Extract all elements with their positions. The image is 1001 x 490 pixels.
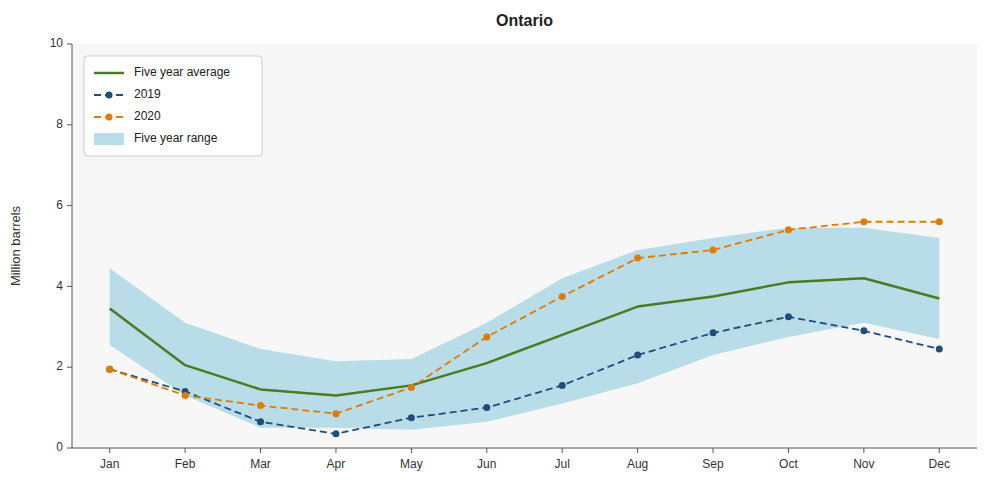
x-axis-line bbox=[72, 448, 977, 449]
chart: 0 2 4 6 8 10 Jan Feb Mar Apr May Jun Jul Aug Sep Oct Nov… bbox=[0, 0, 1001, 490]
series-marker bbox=[936, 346, 943, 353]
y-tick-label: 8 bbox=[56, 117, 63, 131]
x-tick bbox=[260, 448, 261, 453]
y-tick-label: 10 bbox=[50, 36, 64, 50]
y-tick-label: 0 bbox=[56, 440, 63, 454]
range-area bbox=[110, 228, 940, 430]
y-tick bbox=[67, 44, 72, 45]
series-marker bbox=[408, 384, 415, 391]
series-marker bbox=[332, 430, 339, 437]
x-tick-label: Apr bbox=[327, 457, 346, 471]
y-axis-label: Million barrels bbox=[8, 205, 23, 286]
y-tick bbox=[67, 448, 72, 449]
x-tick-label: May bbox=[400, 457, 423, 471]
series-marker bbox=[710, 329, 717, 336]
legend-label: Five year average bbox=[134, 65, 230, 79]
y-axis-line bbox=[72, 44, 73, 448]
x-tick-label: Feb bbox=[175, 457, 196, 471]
x-tick bbox=[109, 448, 110, 453]
x-tick-label: Aug bbox=[627, 457, 648, 471]
x-tick bbox=[713, 448, 714, 453]
series-marker bbox=[559, 382, 566, 389]
series-marker bbox=[106, 366, 113, 373]
series-marker bbox=[634, 352, 641, 359]
x-tick bbox=[185, 448, 186, 453]
x-tick-label: Sep bbox=[702, 457, 724, 471]
x-tick-label: Jul bbox=[555, 457, 570, 471]
y-tick bbox=[67, 124, 72, 125]
y-tick bbox=[67, 205, 72, 206]
y-tick-label: 6 bbox=[56, 198, 63, 212]
x-tick-label: Mar bbox=[250, 457, 271, 471]
y-tick bbox=[67, 286, 72, 287]
legend-label: 2020 bbox=[134, 109, 161, 123]
series-marker bbox=[559, 293, 566, 300]
series-marker bbox=[483, 333, 490, 340]
series-marker bbox=[860, 218, 867, 225]
x-tick bbox=[486, 448, 487, 453]
x-tick bbox=[562, 448, 563, 453]
series-marker bbox=[936, 218, 943, 225]
data-layer bbox=[106, 218, 943, 437]
plot-area bbox=[72, 44, 977, 448]
series-marker bbox=[785, 226, 792, 233]
series-marker bbox=[106, 366, 113, 373]
legend-marker bbox=[106, 92, 113, 99]
x-tick-label: Jun bbox=[477, 457, 496, 471]
series-marker bbox=[182, 392, 189, 399]
series-marker bbox=[785, 313, 792, 320]
legend: Five year average 2019 2020 Five year range bbox=[84, 56, 262, 156]
chart-title: Ontario bbox=[496, 12, 553, 29]
x-tick-label: Jan bbox=[100, 457, 119, 471]
series-marker bbox=[710, 247, 717, 254]
x-tick bbox=[863, 448, 864, 453]
legend-swatch bbox=[94, 133, 124, 145]
x-tick bbox=[411, 448, 412, 453]
series-marker bbox=[408, 414, 415, 421]
legend-label: 2019 bbox=[134, 87, 161, 101]
series-line bbox=[110, 317, 940, 434]
x-tick bbox=[788, 448, 789, 453]
legend-marker bbox=[106, 114, 113, 121]
series-marker bbox=[332, 410, 339, 417]
series-marker bbox=[634, 255, 641, 262]
x-tick-label: Dec bbox=[929, 457, 950, 471]
series-line bbox=[110, 222, 940, 414]
legend-line bbox=[94, 72, 124, 75]
legend-label: Five year range bbox=[134, 131, 218, 145]
x-tick bbox=[637, 448, 638, 453]
series-marker bbox=[483, 404, 490, 411]
series-marker bbox=[860, 327, 867, 334]
x-tick-label: Nov bbox=[853, 457, 874, 471]
y-tick-label: 2 bbox=[56, 359, 63, 373]
chart-container: 0 2 4 6 8 10 Jan Feb Mar Apr May Jun Jul Aug Sep Oct Nov… bbox=[0, 0, 1001, 490]
y-tick bbox=[67, 367, 72, 368]
x-tick bbox=[335, 448, 336, 453]
x-tick bbox=[939, 448, 940, 453]
x-tick-label: Oct bbox=[779, 457, 798, 471]
series-marker bbox=[257, 418, 264, 425]
series-marker bbox=[257, 402, 264, 409]
y-tick-label: 4 bbox=[56, 279, 63, 293]
series-line bbox=[110, 278, 940, 395]
legend-box bbox=[84, 56, 262, 156]
